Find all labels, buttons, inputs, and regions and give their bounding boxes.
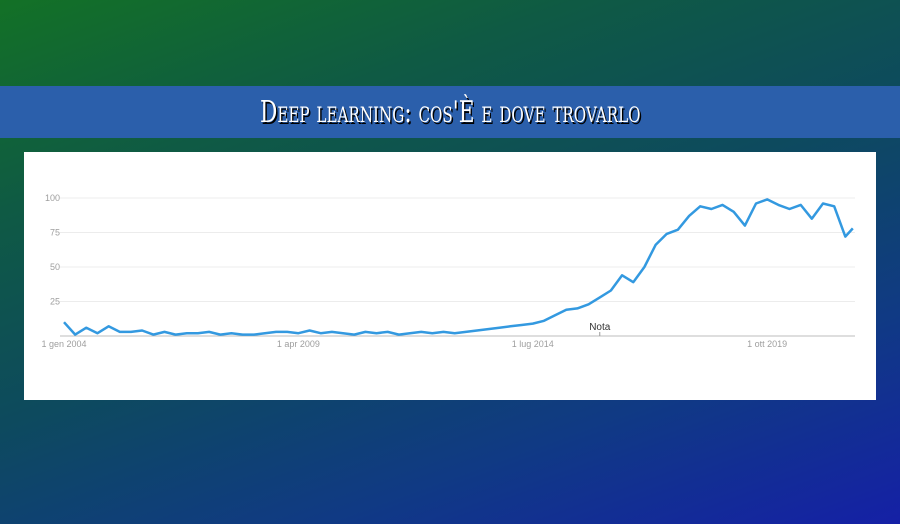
trends-line-chart: 25 50 75 100 1 gen 2004 1 apr 2009 1 lug 2014 1… [41, 193, 855, 349]
title-banner: Deep learning: cos'È e dove trovarlo [0, 86, 900, 138]
x-tick-label: 1 apr 2009 [277, 339, 320, 349]
series-line [63, 198, 854, 336]
y-tick-label: 75 [50, 228, 60, 238]
trends-chart-card: 25 50 75 100 1 gen 2004 1 apr 2009 1 lug 2014 1… [24, 152, 876, 400]
y-tick-label: 25 [50, 297, 60, 307]
y-tick-label: 100 [45, 193, 60, 203]
x-tick-label: 1 lug 2014 [512, 339, 554, 349]
x-tick-label: 1 gen 2004 [41, 339, 86, 349]
y-tick-label: 50 [50, 262, 60, 272]
annotation-label: Nota [589, 322, 611, 333]
x-tick-label: 1 ott 2019 [747, 339, 787, 349]
slide-title: Deep learning: cos'È e dove trovarlo [259, 94, 641, 130]
